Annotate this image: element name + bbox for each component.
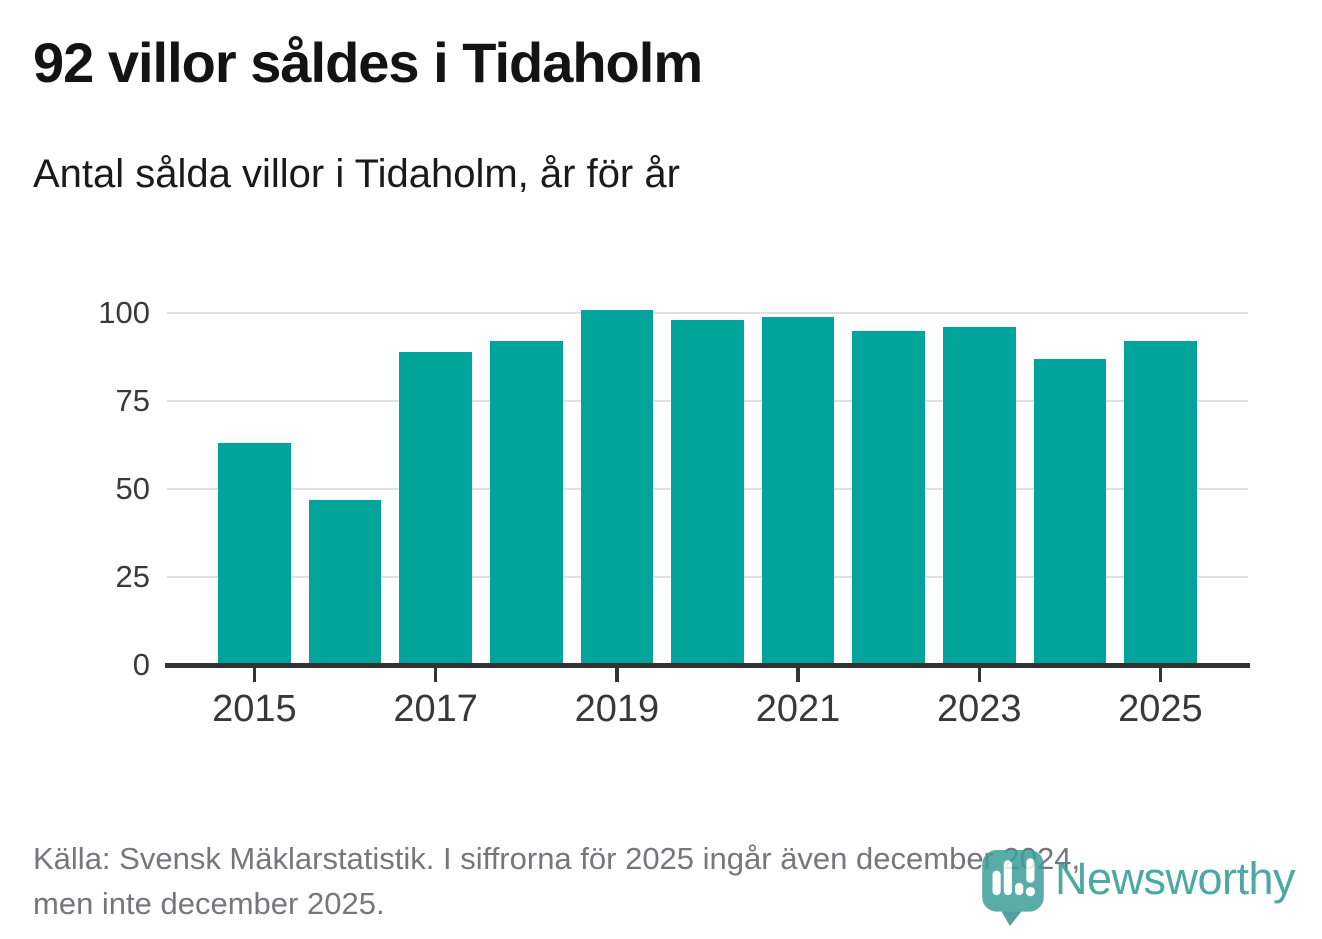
newsworthy-speech-bubble-icon	[982, 850, 1044, 926]
logo-bar-tall	[1003, 860, 1012, 896]
source-note-line1: Källa: Svensk Mäklarstatistik. I siffror…	[33, 841, 1081, 876]
y-axis-labels: 0 25 50 75 100	[0, 290, 150, 682]
bar-2015	[218, 443, 291, 665]
logo-bar-medium	[992, 870, 1001, 896]
x-tick-2023	[977, 667, 981, 682]
logo-exclamation-dot	[1025, 886, 1036, 897]
x-tick-label-2017: 2017	[393, 688, 478, 730]
x-tick-label-2021: 2021	[755, 688, 841, 730]
plot-area	[167, 290, 1248, 665]
bar-2020	[671, 320, 744, 665]
newsworthy-wordmark: Newsworthy	[1055, 853, 1296, 904]
x-tick-label-2019: 2019	[574, 688, 660, 730]
x-tick-2025	[1158, 667, 1163, 682]
x-tick-2019	[615, 667, 619, 682]
page-title: 92 villor såldes i Tidaholm	[33, 31, 703, 94]
chart-subtitle: Antal sålda villor i Tidaholm, år för år	[33, 152, 680, 196]
x-tick-2017	[433, 667, 438, 682]
y-tick-label-75: 75	[115, 383, 150, 419]
y-tick-label-25: 25	[115, 559, 150, 595]
newsworthy-logo: Newsworthy	[980, 848, 1296, 928]
y-tick-label-100: 100	[98, 295, 150, 331]
bar-2024	[1033, 358, 1107, 665]
x-axis-line	[165, 663, 1250, 668]
bar-2025	[1124, 341, 1197, 665]
bar-2019	[580, 309, 654, 665]
x-tick-label-2023: 2023	[936, 688, 1022, 730]
bar-2018	[490, 341, 563, 665]
logo-exclamation-stem	[1026, 858, 1035, 883]
x-tick-label-2025: 2025	[1118, 688, 1203, 730]
source-note-line2: men inte december 2025.	[33, 886, 385, 921]
logo-bar-short	[1015, 882, 1024, 896]
source-note: Källa: Svensk Mäklarstatistik. I siffror…	[33, 836, 1080, 926]
bar-2017	[399, 351, 472, 665]
x-tick-label-2015: 2015	[212, 688, 297, 730]
bar-2022	[852, 330, 925, 665]
y-tick-label-50: 50	[115, 471, 150, 507]
gridline-100	[167, 311, 1248, 315]
x-tick-2021	[796, 667, 800, 682]
x-tick-2015	[252, 667, 257, 682]
bar-2021	[761, 316, 835, 665]
y-tick-label-0: 0	[132, 647, 150, 682]
bar-2023	[943, 327, 1016, 665]
bar-2016	[308, 499, 382, 665]
